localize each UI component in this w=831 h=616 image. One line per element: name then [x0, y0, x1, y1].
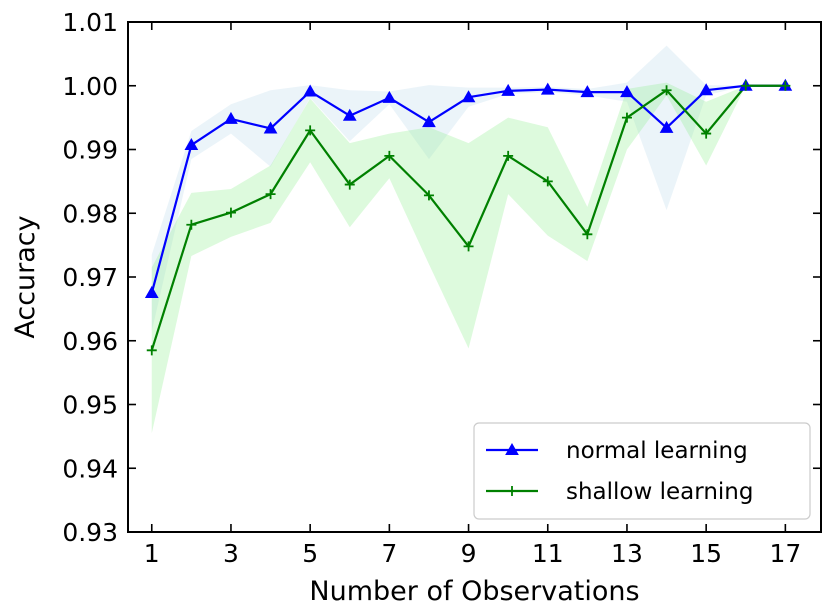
point-shallow-learning-11: [542, 176, 553, 187]
axis-ticks: [128, 21, 821, 533]
x-tick-label: 13: [611, 539, 643, 568]
band-normal-learning: [151, 45, 786, 332]
y-tick-label: 0.97: [62, 263, 118, 292]
point-normal-learning-2: [184, 138, 199, 151]
legend-marker-normal-learning: [505, 442, 519, 455]
point-shallow-learning-14: [661, 85, 672, 96]
x-tick-label: 9: [461, 539, 477, 568]
band-shallow-learning: [151, 82, 786, 434]
point-normal-learning-8: [422, 115, 436, 128]
point-shallow-learning-8: [423, 190, 434, 201]
y-tick-label: 0.96: [62, 327, 118, 356]
point-normal-learning-10: [501, 83, 516, 96]
point-normal-learning-7: [382, 90, 397, 103]
x-tick-label: 15: [690, 539, 722, 568]
point-shallow-learning-16: [740, 80, 751, 91]
point-shallow-learning-3: [225, 207, 236, 218]
x-tick-label: 11: [532, 539, 564, 568]
point-normal-learning-6: [342, 108, 357, 121]
x-tick-label: 7: [381, 539, 397, 568]
y-tick-label: 0.99: [62, 136, 118, 165]
y-tick-label: 0.94: [62, 454, 118, 483]
x-axis-label: Number of Observations: [309, 576, 639, 607]
point-shallow-learning-12: [582, 229, 593, 240]
y-axis-label: Accuracy: [10, 215, 41, 338]
y-tick-label: 1.01: [62, 8, 118, 37]
point-normal-learning-13: [620, 85, 634, 98]
point-normal-learning-9: [461, 90, 476, 103]
y-tick-label: 0.93: [62, 518, 118, 547]
x-tick-label: 1: [144, 539, 160, 568]
point-normal-learning-11: [540, 82, 555, 95]
point-normal-learning-5: [303, 84, 318, 97]
x-tick-label: 17: [769, 539, 801, 568]
point-shallow-learning-5: [305, 125, 316, 136]
point-normal-learning-12: [580, 85, 595, 98]
point-normal-learning-4: [263, 121, 278, 134]
point-shallow-learning-1: [146, 345, 157, 356]
point-shallow-learning-2: [186, 219, 197, 230]
point-normal-learning-1: [144, 285, 159, 298]
legend-label-shallow-learning: shallow learning: [566, 479, 753, 505]
point-shallow-learning-6: [344, 179, 355, 190]
point-shallow-learning-4: [265, 189, 276, 200]
legend-marker-shallow-learning: [507, 486, 517, 496]
legend: normal learning shallow learning: [473, 422, 811, 520]
y-tick-labels: 0.93 0.94 0.95 0.96 0.97 0.98 0.99 1.00 1.01: [62, 8, 118, 547]
point-shallow-learning-10: [503, 150, 514, 161]
series-markers: [144, 78, 793, 356]
point-normal-learning-3: [224, 111, 238, 124]
x-tick-labels: 1 3 5 7 9 11 13 15 17: [144, 539, 801, 568]
y-tick-label: 0.95: [62, 391, 118, 420]
point-shallow-learning-9: [463, 241, 474, 252]
x-tick-label: 5: [302, 539, 318, 568]
point-shallow-learning-15: [701, 128, 712, 139]
y-tick-label: 0.98: [62, 199, 118, 228]
legend-box: [473, 422, 811, 520]
legend-label-normal-learning: normal learning: [566, 438, 748, 464]
point-normal-learning-15: [699, 83, 714, 96]
x-tick-label: 3: [223, 539, 239, 568]
y-tick-label: 1.00: [62, 72, 118, 101]
point-shallow-learning-17: [780, 80, 791, 91]
point-normal-learning-14: [659, 120, 674, 133]
confidence-bands: [151, 45, 786, 434]
point-shallow-learning-7: [384, 150, 395, 161]
point-shallow-learning-13: [621, 112, 632, 123]
